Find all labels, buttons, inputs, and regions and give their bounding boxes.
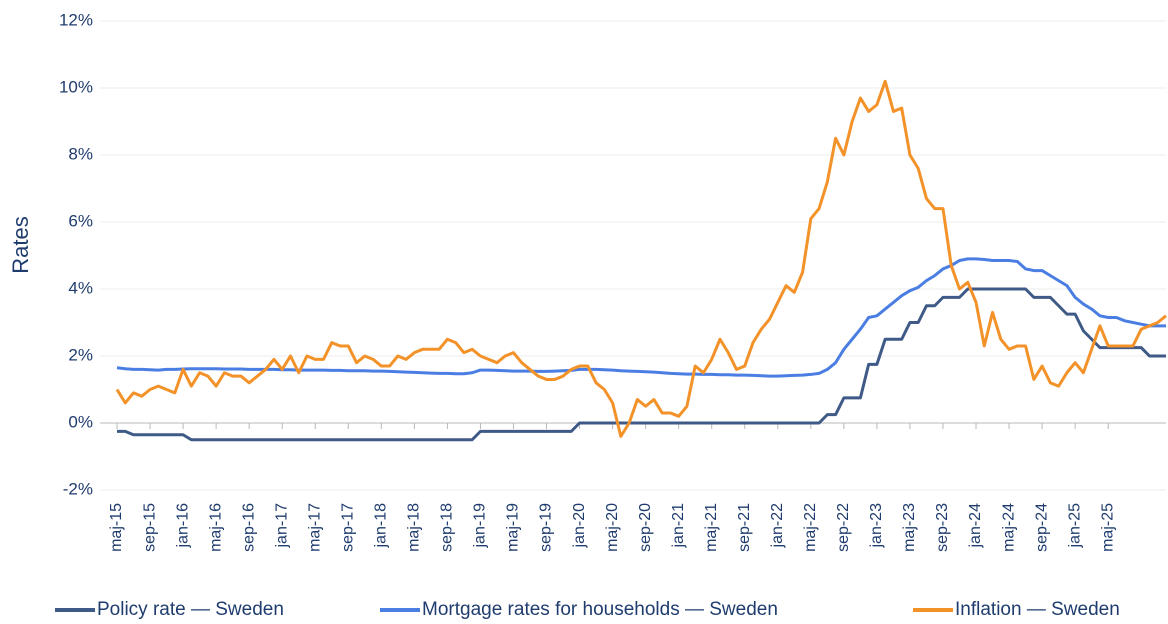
x-tick-label: sep-19 [538,503,555,552]
y-tick-label: 6% [68,211,93,230]
legend-label: Inflation — Sweden [955,599,1120,620]
x-tick-label: maj-20 [604,503,621,552]
x-tick-label: jan-19 [472,503,489,549]
x-tick-label: maj-21 [703,503,720,552]
x-tick-label: jan-20 [571,503,588,549]
x-tick-label: jan-18 [373,503,390,549]
x-tick-label: maj-17 [306,503,323,552]
series-line [116,257,1166,378]
y-tick-label: -2% [63,479,93,498]
x-tick-label: maj-15 [108,503,125,552]
y-tick-label: 8% [68,144,93,163]
x-tick-label: sep-21 [736,503,753,552]
x-tick-label: jan-16 [174,503,191,549]
x-tick-label: jan-21 [670,503,687,549]
x-tick-label: sep-16 [240,503,257,552]
series-line [115,79,1167,438]
y-tick-label: 10% [59,77,93,96]
x-tick-label: maj-16 [207,503,224,552]
y-tick-label: 0% [68,412,93,431]
x-tick-label: sep-22 [835,503,852,552]
x-tick-label: jan-25 [1066,503,1083,549]
y-tick-label: 4% [68,278,93,297]
legend-label: Mortgage rates for households — Sweden [422,599,778,620]
y-axis-label: Rates [8,216,33,273]
legend-label: Policy rate — Sweden [97,599,284,620]
x-tick-label: sep-20 [637,503,654,552]
x-tick-label: maj-23 [901,503,918,552]
x-tick-label: sep-23 [934,503,951,552]
x-tick-label: sep-17 [339,503,356,552]
x-tick-label: jan-23 [868,503,885,549]
x-tick-label: maj-19 [505,503,522,552]
x-tick-label: sep-18 [439,503,456,552]
x-tick-label: maj-18 [406,503,423,552]
x-tick-label: maj-25 [1099,503,1116,552]
x-tick-label: jan-24 [967,503,984,549]
x-tick-label: sep-15 [141,503,158,552]
x-tick-label: jan-22 [769,503,786,549]
y-tick-label: 2% [68,345,93,364]
series-line [117,287,1166,442]
x-tick-label: maj-24 [1000,503,1017,552]
y-tick-label: 12% [59,10,93,29]
x-tick-label: sep-24 [1033,503,1050,552]
x-tick-label: jan-17 [273,503,290,549]
x-tick-label: maj-22 [802,503,819,552]
